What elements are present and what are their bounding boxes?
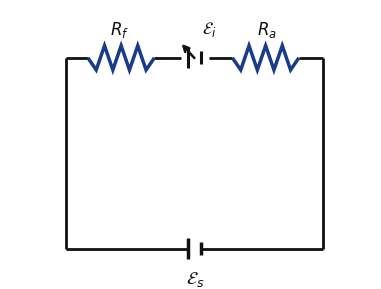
Text: $R_f$: $R_f$	[110, 21, 129, 40]
Text: $\mathcal{E}_i$: $\mathcal{E}_i$	[202, 20, 217, 39]
Text: $R_a$: $R_a$	[257, 21, 277, 40]
Text: $\mathcal{E}_s$: $\mathcal{E}_s$	[186, 270, 204, 289]
